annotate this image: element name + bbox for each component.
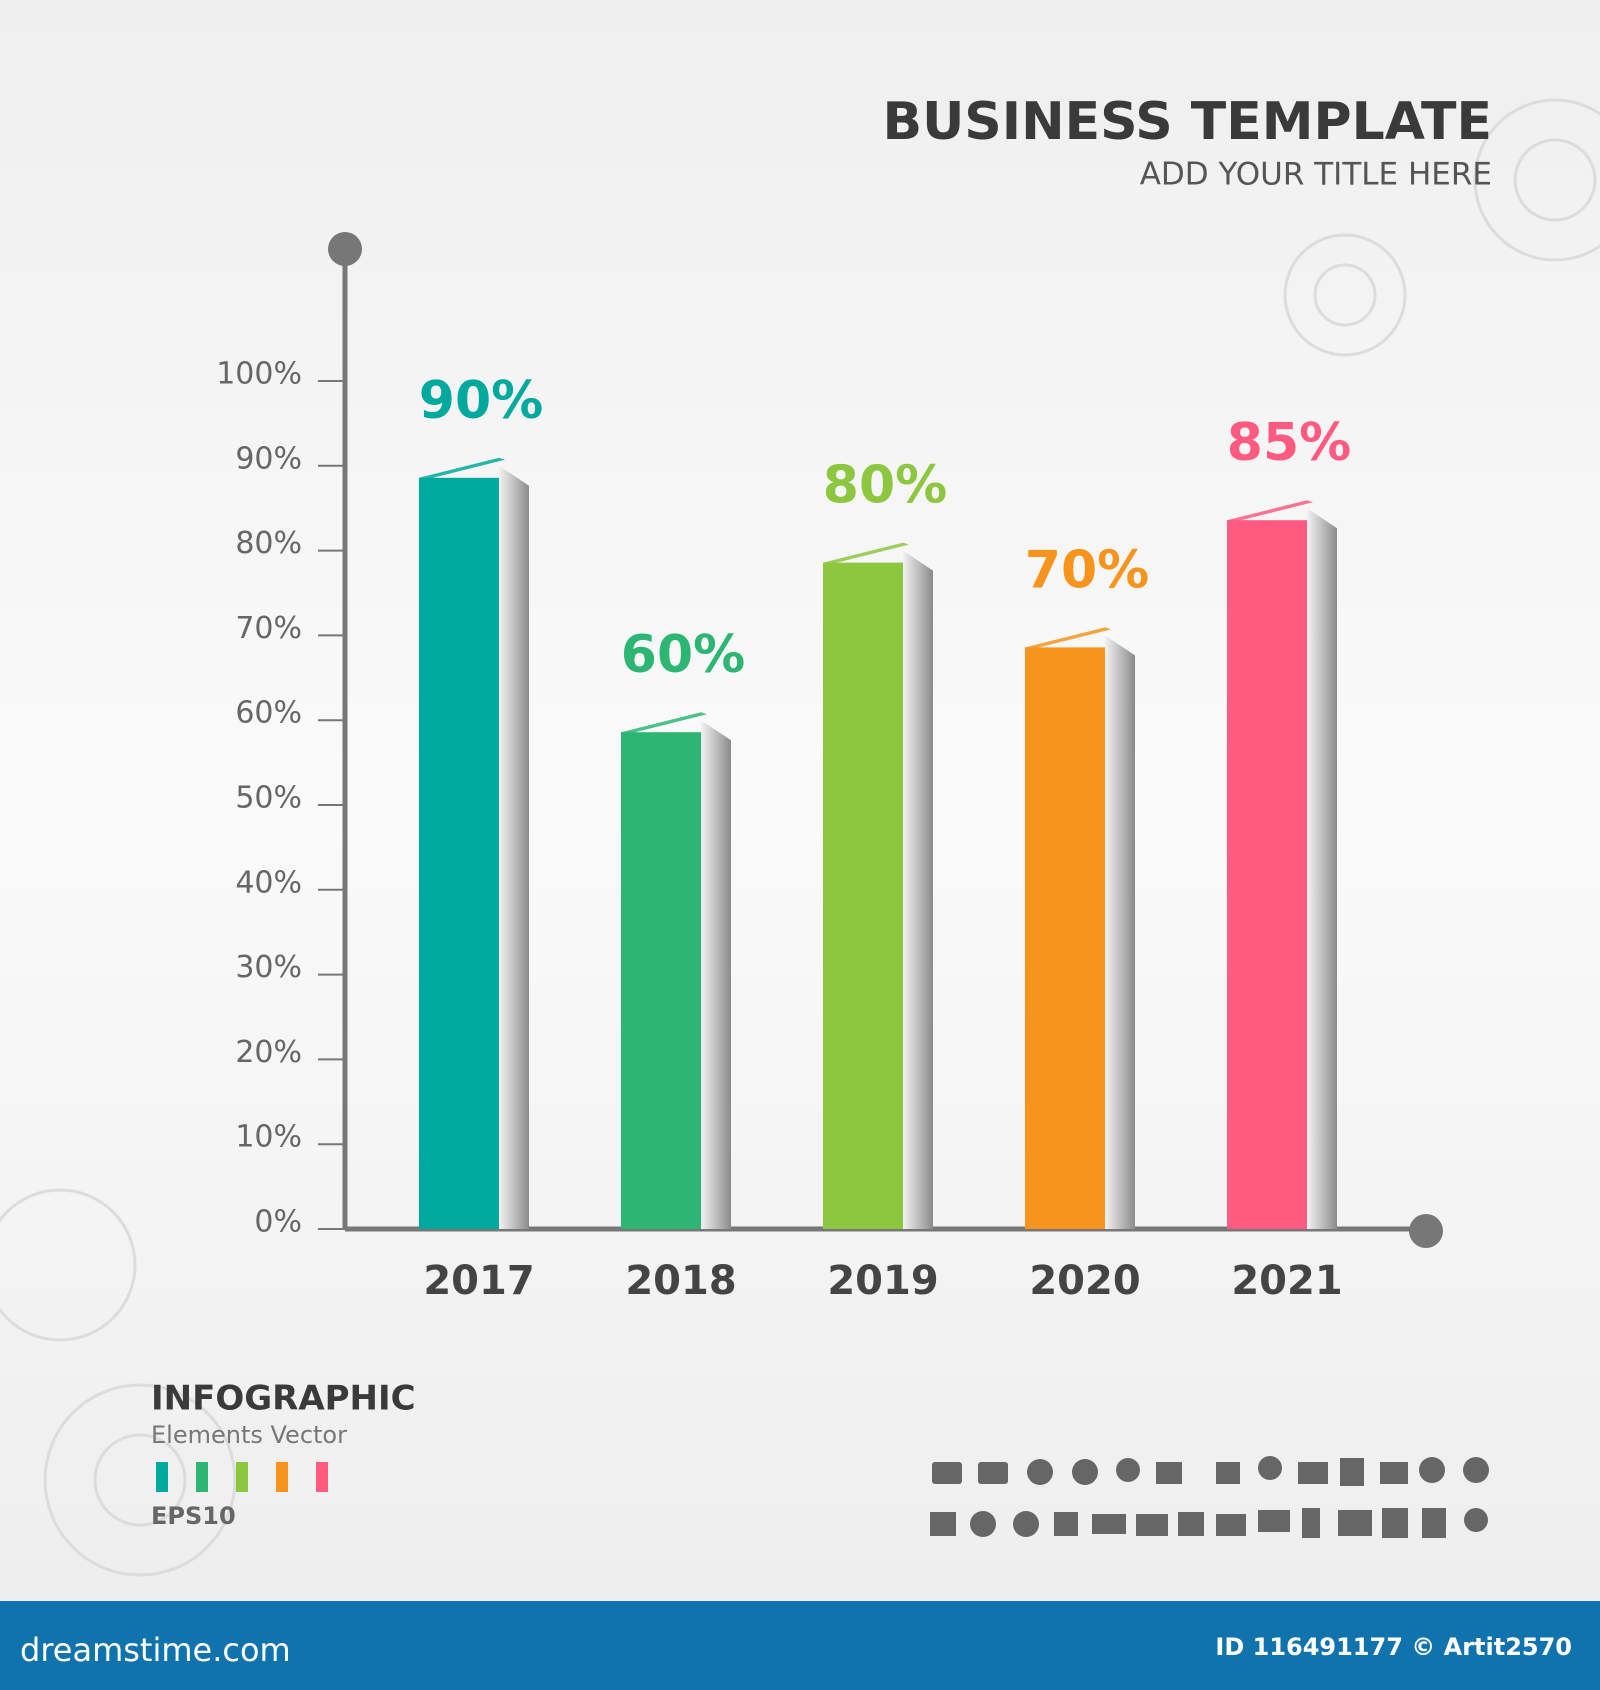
info-title: INFOGRAPHIC bbox=[151, 1379, 416, 1419]
color-swatch bbox=[276, 1462, 288, 1492]
bar-top bbox=[1227, 500, 1313, 523]
y-tick-label: 40% bbox=[235, 865, 302, 900]
x-tick-label: 2018 bbox=[625, 1258, 736, 1304]
footer-credit: ID 116491177 © Artit2570 bbox=[1215, 1633, 1572, 1661]
color-swatch bbox=[236, 1462, 248, 1492]
bar bbox=[1025, 647, 1105, 1229]
x-tick-label: 2017 bbox=[423, 1258, 534, 1304]
chart-title: BUSINESS TEMPLATE bbox=[882, 92, 1492, 152]
icon-row bbox=[930, 1456, 1489, 1538]
bar-top bbox=[621, 712, 707, 735]
y-tick-label: 70% bbox=[235, 611, 302, 646]
color-swatch bbox=[316, 1462, 328, 1492]
y-tick-label: 30% bbox=[235, 950, 302, 985]
info-format: EPS10 bbox=[151, 1502, 236, 1530]
color-swatch bbox=[196, 1462, 208, 1492]
bar bbox=[419, 477, 499, 1229]
y-tick-label: 10% bbox=[235, 1120, 302, 1155]
value-label: 90% bbox=[419, 371, 543, 431]
bar-top bbox=[419, 457, 505, 480]
value-label: 85% bbox=[1227, 413, 1351, 473]
y-tick-label: 80% bbox=[235, 526, 302, 561]
x-tick-label: 2021 bbox=[1231, 1258, 1342, 1304]
x-tick-label: 2019 bbox=[827, 1258, 938, 1304]
y-tick-label: 50% bbox=[235, 781, 302, 816]
value-label: 70% bbox=[1025, 540, 1149, 600]
y-tick-label: 90% bbox=[235, 441, 302, 476]
bar bbox=[1227, 520, 1307, 1229]
gear-decor bbox=[0, 98, 1600, 1577]
chart-subtitle: ADD YOUR TITLE HERE bbox=[1140, 157, 1492, 193]
info-subtitle: Elements Vector bbox=[151, 1421, 347, 1449]
bar-side bbox=[1307, 508, 1337, 1229]
bar-side bbox=[1105, 635, 1135, 1229]
bar-top bbox=[1025, 627, 1111, 650]
y-tick-label: 100% bbox=[216, 357, 302, 392]
y-tick-label: 60% bbox=[235, 696, 302, 731]
bar-side bbox=[499, 465, 529, 1229]
axis-end-dot bbox=[1409, 1214, 1443, 1248]
bar-side bbox=[701, 720, 731, 1229]
bar bbox=[621, 732, 701, 1229]
bar bbox=[823, 562, 903, 1229]
y-tick-label: 0% bbox=[254, 1205, 302, 1240]
value-label: 80% bbox=[823, 456, 947, 516]
x-tick-label: 2020 bbox=[1029, 1258, 1140, 1304]
y-tick-label: 20% bbox=[235, 1035, 302, 1070]
footer-site: dreamstime.com bbox=[20, 1631, 291, 1669]
color-swatch bbox=[156, 1462, 168, 1492]
bar-side bbox=[903, 550, 933, 1229]
axis-end-dot bbox=[328, 232, 362, 266]
value-label: 60% bbox=[621, 625, 745, 685]
bar-top bbox=[823, 542, 909, 565]
footer-bar bbox=[0, 1601, 1600, 1690]
